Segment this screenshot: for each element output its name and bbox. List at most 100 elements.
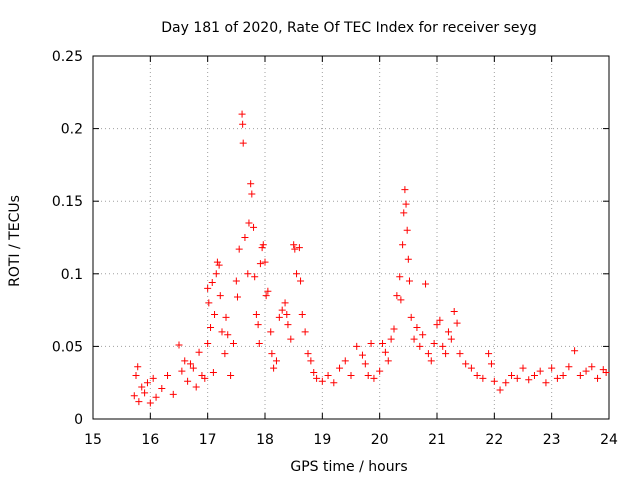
data-point xyxy=(513,374,521,382)
x-tick-label: 17 xyxy=(199,432,217,448)
x-tick-label: 21 xyxy=(428,432,446,448)
data-point xyxy=(384,357,392,365)
data-point xyxy=(270,364,278,372)
data-point xyxy=(588,363,596,371)
y-axis-label: ROTI / TECUs xyxy=(7,195,23,287)
data-point xyxy=(227,371,235,379)
data-point xyxy=(413,324,421,332)
data-point xyxy=(181,357,189,365)
data-point xyxy=(189,364,197,372)
data-point xyxy=(278,306,286,314)
data-point xyxy=(416,342,424,350)
data-point xyxy=(132,371,140,379)
axis-ticks: 15 16 17 18 19 20 21 22 23 24 0 0.05 0.1 0.15 0.2 0.25 xyxy=(52,49,618,448)
data-point xyxy=(298,310,306,318)
data-point xyxy=(582,367,590,375)
data-point xyxy=(304,350,312,358)
x-tick-label: 15 xyxy=(84,432,102,448)
data-point xyxy=(295,244,303,252)
x-tick-label: 24 xyxy=(600,432,618,448)
data-point xyxy=(244,270,252,278)
data-point xyxy=(397,296,405,304)
data-point xyxy=(238,110,246,118)
data-point xyxy=(275,313,283,321)
data-point xyxy=(353,342,361,350)
data-point xyxy=(336,364,344,372)
data-point xyxy=(553,374,561,382)
data-point xyxy=(424,350,432,358)
data-point xyxy=(251,273,259,281)
data-point xyxy=(364,371,372,379)
data-point xyxy=(268,350,276,358)
data-point xyxy=(347,371,355,379)
data-point xyxy=(490,377,498,385)
data-point xyxy=(216,292,224,300)
data-point xyxy=(399,241,407,249)
data-point xyxy=(222,313,230,321)
data-point xyxy=(487,360,495,368)
data-point xyxy=(149,374,157,382)
data-point xyxy=(479,374,487,382)
data-point xyxy=(186,360,194,368)
data-point xyxy=(379,339,387,347)
data-point xyxy=(407,313,415,321)
data-point xyxy=(462,360,470,368)
chart-title: Day 181 of 2020, Rate Of TEC Index for r… xyxy=(161,20,536,36)
data-point xyxy=(301,328,309,336)
data-point xyxy=(141,389,149,397)
data-point xyxy=(138,383,146,391)
data-point xyxy=(130,392,138,400)
y-tick-label: 0.1 xyxy=(61,267,83,283)
data-point xyxy=(358,351,366,359)
data-point xyxy=(496,386,504,394)
plot-frame xyxy=(92,55,610,420)
data-point xyxy=(502,379,510,387)
data-point xyxy=(361,360,369,368)
data-point xyxy=(404,255,412,263)
data-point xyxy=(439,342,447,350)
data-point xyxy=(402,200,410,208)
data-point xyxy=(229,339,237,347)
data-point xyxy=(267,328,275,336)
y-tick-label: 0.15 xyxy=(52,194,83,210)
data-point xyxy=(525,376,533,384)
data-point xyxy=(255,339,263,347)
data-point xyxy=(281,299,289,307)
data-point xyxy=(456,350,464,358)
data-point xyxy=(599,366,607,374)
data-point xyxy=(381,348,389,356)
data-point xyxy=(519,364,527,372)
data-point xyxy=(205,299,213,307)
x-tick-label: 20 xyxy=(371,432,389,448)
data-point xyxy=(283,310,291,318)
data-point xyxy=(261,258,269,266)
data-points xyxy=(130,110,610,407)
data-point xyxy=(293,270,301,278)
data-point xyxy=(135,398,143,406)
data-point xyxy=(250,223,258,231)
data-point xyxy=(330,379,338,387)
data-point xyxy=(450,308,458,316)
data-point xyxy=(419,331,427,339)
data-point xyxy=(400,209,408,217)
data-point xyxy=(594,374,602,382)
data-point xyxy=(239,120,247,128)
data-point xyxy=(252,310,260,318)
data-point xyxy=(218,328,226,336)
data-point xyxy=(324,371,332,379)
data-point xyxy=(508,371,516,379)
data-point xyxy=(256,260,264,268)
data-point xyxy=(207,324,215,332)
data-point xyxy=(367,339,375,347)
data-point xyxy=(169,390,177,398)
data-point xyxy=(548,364,556,372)
data-point xyxy=(178,367,186,375)
data-point xyxy=(297,277,305,285)
data-point xyxy=(390,325,398,333)
y-tick-label: 0.2 xyxy=(61,122,83,138)
data-point xyxy=(287,335,295,343)
data-point xyxy=(143,379,151,387)
data-point xyxy=(422,280,430,288)
data-point xyxy=(401,186,409,194)
data-point xyxy=(215,261,223,269)
